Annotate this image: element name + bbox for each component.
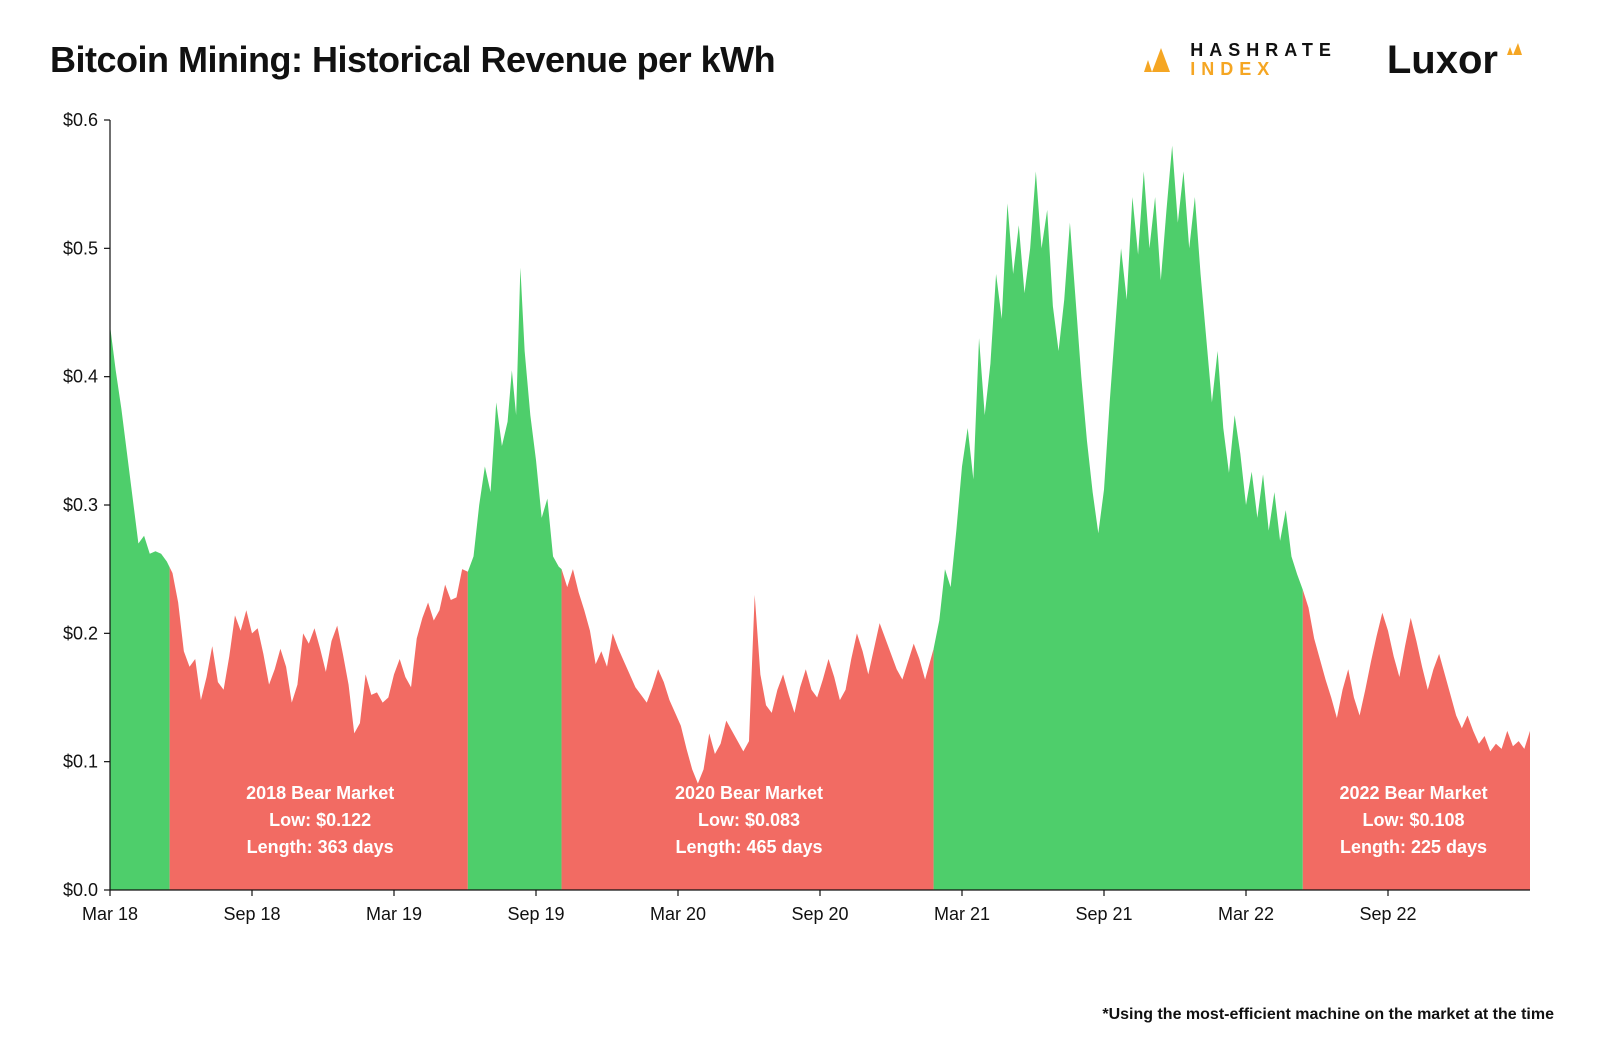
chart-area-segment-5 (1303, 590, 1530, 890)
x-tick-label: Mar 19 (366, 904, 422, 924)
x-tick-label: Mar 22 (1218, 904, 1274, 924)
y-tick-label: $0.4 (63, 367, 98, 387)
hashrate-index-icon (1134, 38, 1178, 82)
x-tick-label: Mar 20 (650, 904, 706, 924)
chart-area-segment-3 (562, 569, 934, 890)
x-tick-label: Sep 21 (1075, 904, 1132, 924)
chart-area-segment-4 (934, 146, 1303, 890)
chart-area-segment-0 (110, 325, 170, 890)
chart-area-segment-2 (468, 268, 562, 890)
x-tick-label: Mar 18 (82, 904, 138, 924)
luxor-logo-text: Luxor (1387, 38, 1498, 83)
chart-footnote: *Using the most-efficient machine on the… (1102, 1006, 1554, 1024)
chart-svg: $0.0 $0.1 $0.2 $0.3 $0.4 $0.5 $0.6 Mar 18 Sep 18… (40, 100, 1540, 970)
chart-header: Bitcoin Mining: Historical Revenue per k… (40, 30, 1584, 90)
x-tick-label: Mar 21 (934, 904, 990, 924)
x-tick-label: Sep 19 (507, 904, 564, 924)
hashrate-logo-line2: INDEX (1190, 60, 1337, 79)
chart-area-segment-1 (170, 567, 468, 890)
y-tick-label: $0.1 (63, 752, 98, 772)
y-tick-label: $0.0 (63, 880, 98, 900)
y-tick-label: $0.3 (63, 495, 98, 515)
hashrate-index-logo: HASHRATE INDEX (1134, 38, 1337, 82)
luxor-logo: Luxor (1387, 38, 1524, 83)
luxor-icon (1504, 38, 1524, 58)
y-tick-label: $0.2 (63, 623, 98, 643)
x-tick-label: Sep 20 (791, 904, 848, 924)
chart-area: $0.0 $0.1 $0.2 $0.3 $0.4 $0.5 $0.6 Mar 18 Sep 18… (40, 100, 1584, 975)
x-tick-label: Sep 18 (223, 904, 280, 924)
y-tick-label: $0.6 (63, 110, 98, 130)
y-tick-label: $0.5 (63, 238, 98, 258)
chart-title: Bitcoin Mining: Historical Revenue per k… (50, 39, 775, 81)
hashrate-logo-line1: HASHRATE (1190, 41, 1337, 60)
logo-group: HASHRATE INDEX Luxor (1134, 38, 1524, 83)
x-tick-label: Sep 22 (1359, 904, 1416, 924)
